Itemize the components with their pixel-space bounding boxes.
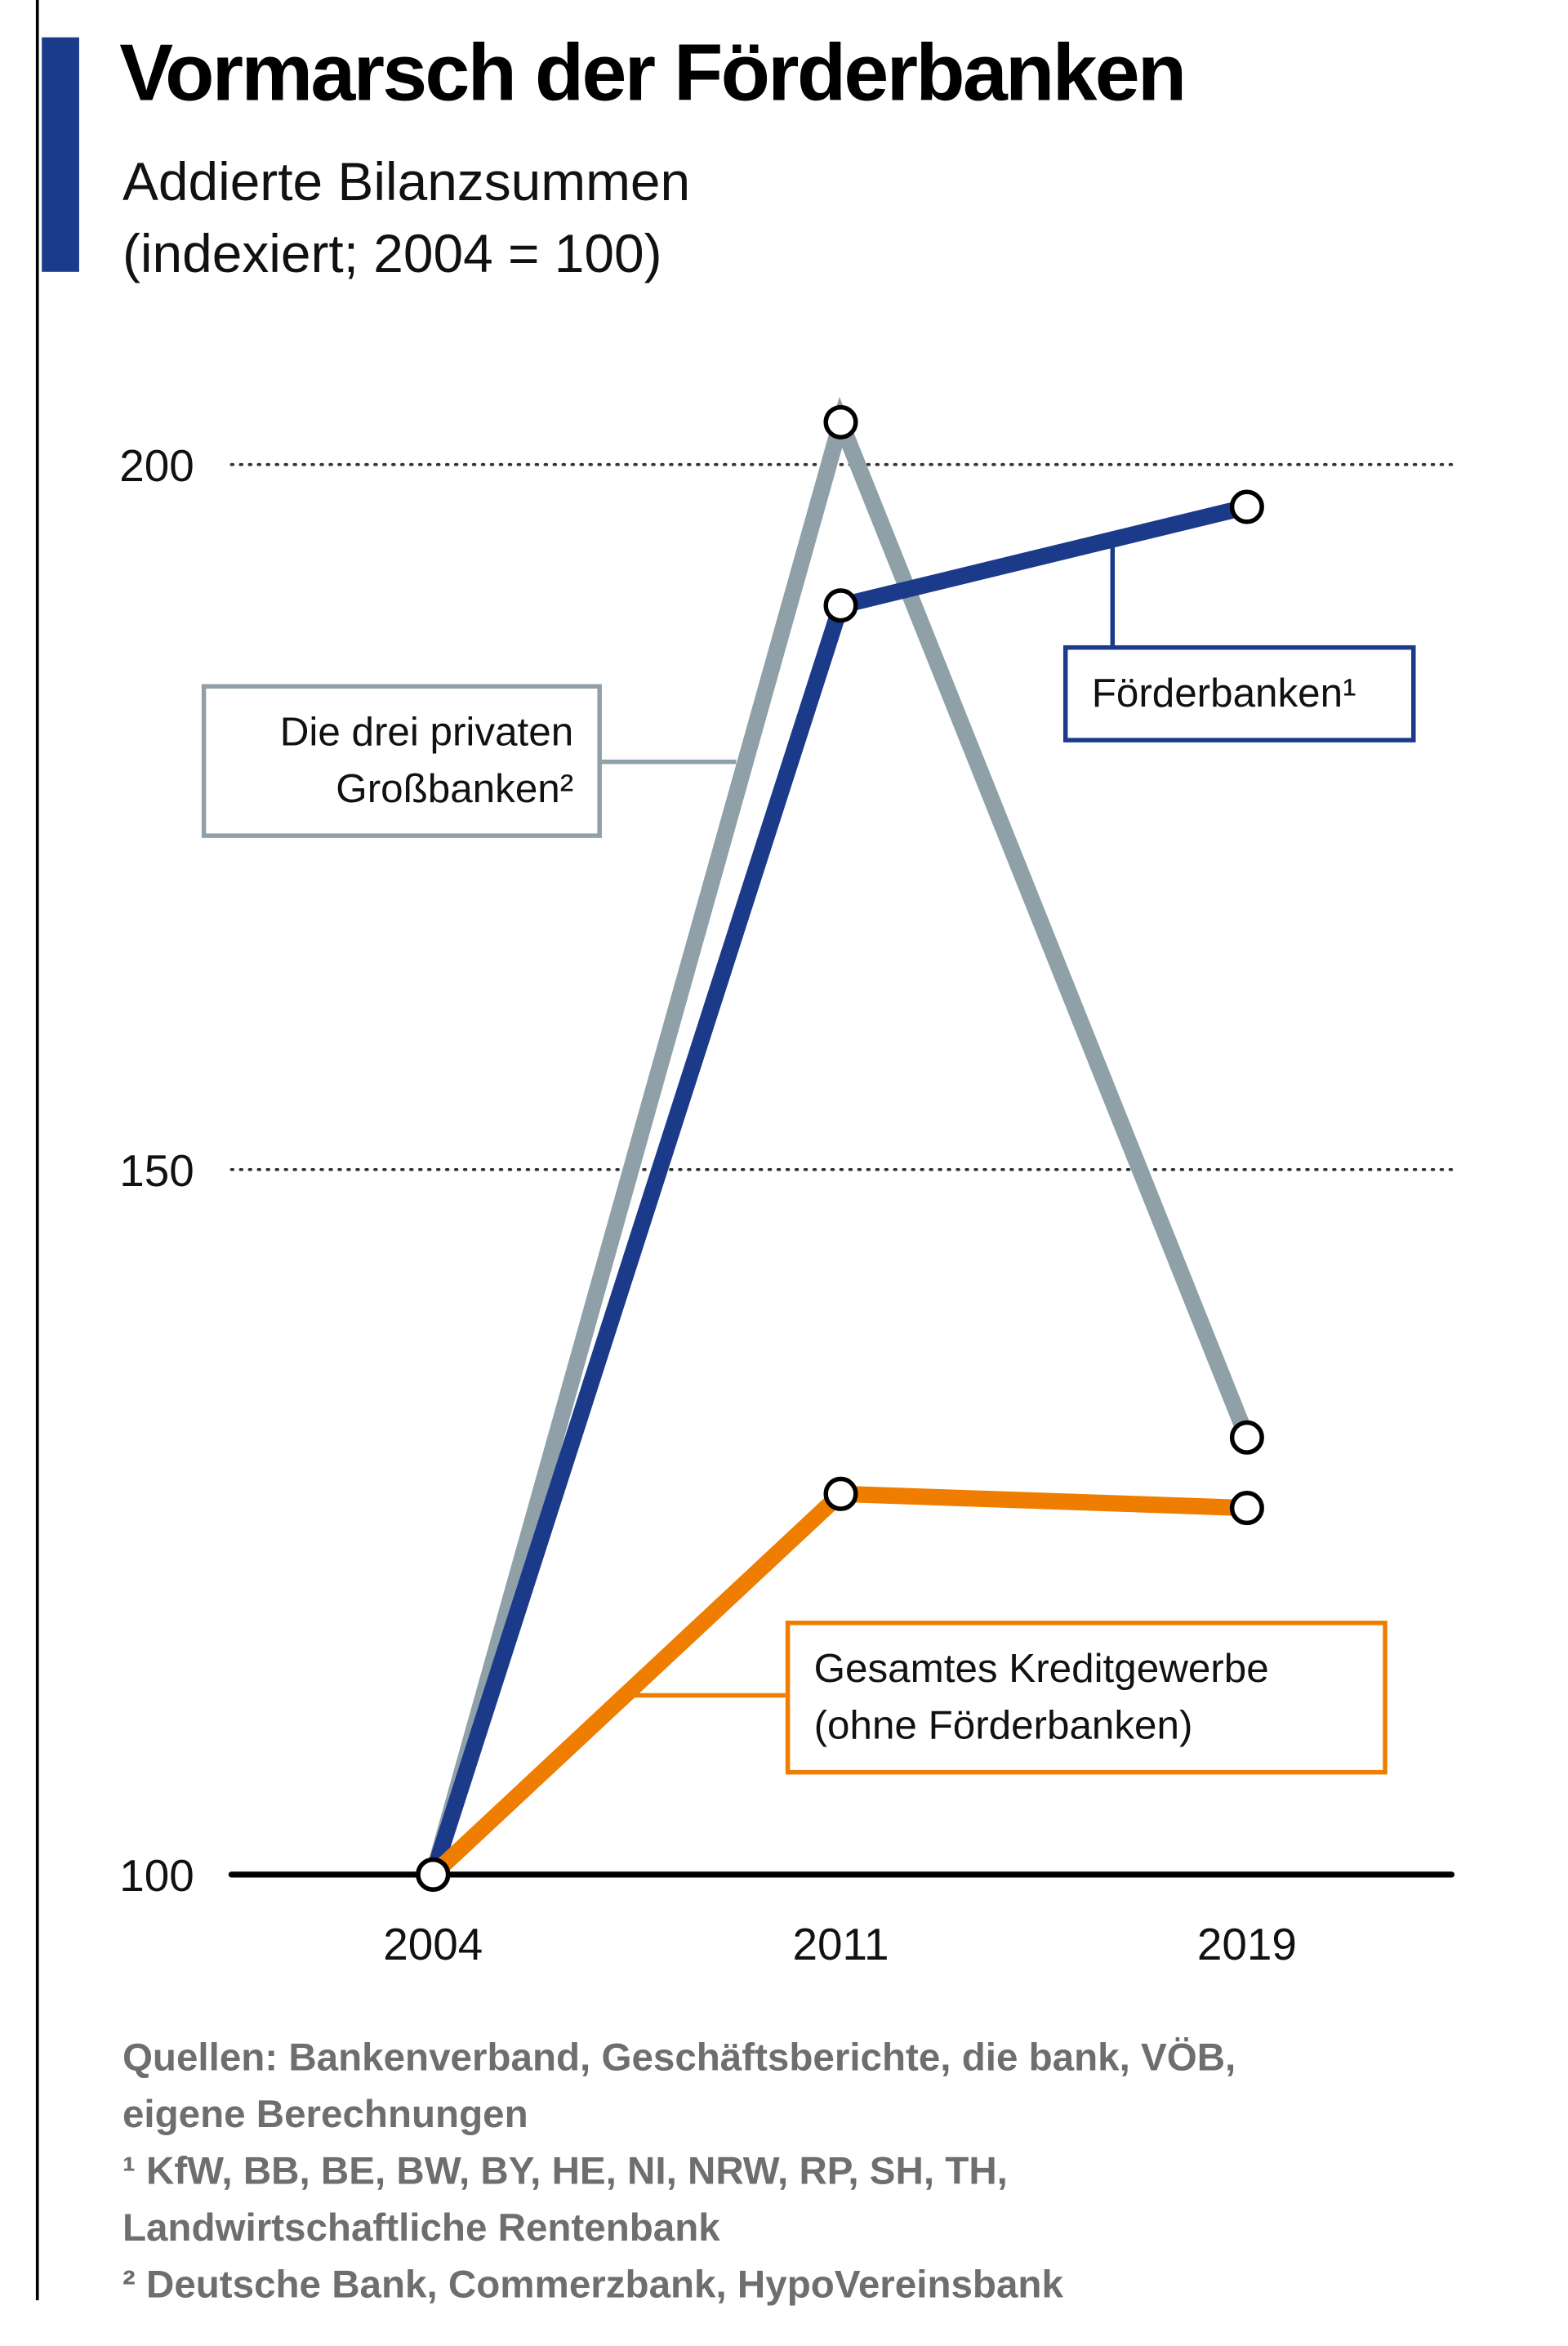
footnote: ¹ KfW, BB, BE, BW, BY, HE, NI, NRW, RP, …	[122, 2148, 1008, 2250]
legend-label: Die drei privaten Großbanken²	[201, 684, 602, 838]
data-point	[1229, 1420, 1264, 1455]
x-tick-label: 2011	[793, 1919, 889, 1969]
x-tick-label: 2004	[383, 1919, 483, 1969]
data-point	[1229, 489, 1264, 524]
accent-bar	[42, 37, 79, 272]
data-point	[1229, 1491, 1264, 1526]
data-point	[823, 588, 858, 623]
chart-subtitle: Addierte Bilanzsummen (indexiert; 2004 =…	[122, 150, 691, 284]
footnote: ² Deutsche Bank, Commerzbank, HypoVerein…	[122, 2261, 1063, 2307]
footnotes: Quellen: Bankenverband, Geschäftsbericht…	[122, 2028, 1347, 2312]
x-tick-label: 2019	[1197, 1919, 1297, 1969]
data-point	[823, 1476, 858, 1511]
y-tick-label: 100	[119, 1850, 194, 1901]
chart-title: Vormarsch der Förderbanken	[119, 28, 1187, 118]
legend-label: Förderbanken¹	[1062, 644, 1416, 743]
data-point	[416, 1857, 451, 1892]
footnote: Quellen: Bankenverband, Geschäftsbericht…	[122, 2034, 1236, 2136]
data-point	[823, 404, 858, 439]
y-tick-label: 150	[119, 1145, 194, 1196]
legend-label: Gesamtes Kreditgewerbe (ohne Förderbanke…	[785, 1621, 1388, 1775]
y-tick-label: 200	[119, 440, 194, 491]
